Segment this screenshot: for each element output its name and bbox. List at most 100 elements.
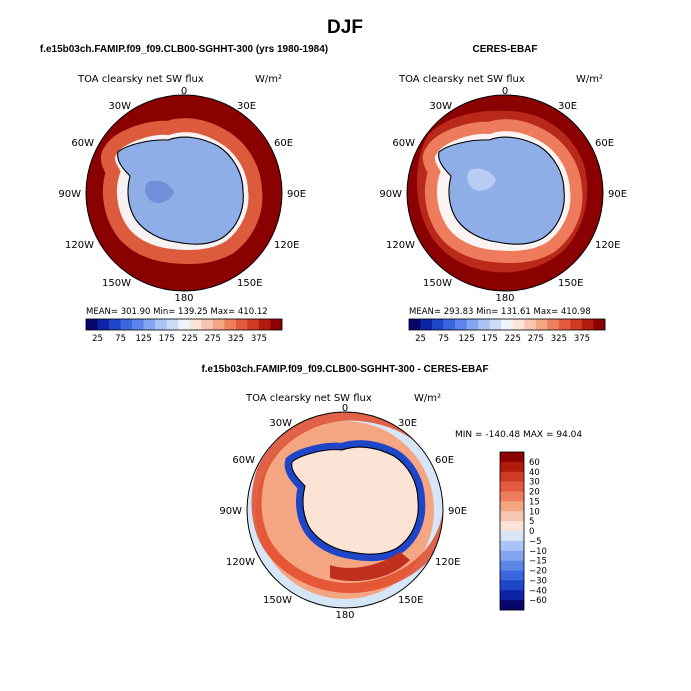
panel3-lon-label: 60W	[232, 455, 255, 466]
panel2-colorbar-swatch	[478, 319, 491, 330]
panel1-colorbar-swatch	[258, 319, 271, 330]
panel3-lon-label: 120E	[435, 557, 460, 568]
panel3-colorbar-swatch	[500, 452, 524, 463]
panel1-lon-label: 90W	[58, 189, 81, 200]
panel1-colorbar-swatch	[247, 319, 260, 330]
panel3-units-label: W/m²	[414, 393, 441, 404]
panel3-map: TOA clearsky net SW flux W/m² MIN = -140…	[219, 393, 582, 621]
panel1-colorbar-tick-label: 125	[136, 334, 152, 344]
panel3-title: f.e15b03ch.FAMIP.f09_f09.CLB00-SGHHT-300…	[201, 364, 488, 375]
panel3-colorbar-tick-label: 20	[529, 488, 540, 498]
panel2-colorbar-swatch	[558, 319, 571, 330]
panel1-lon-label: 30E	[237, 101, 256, 112]
panel2-colorbar-frame	[408, 318, 606, 331]
panel2-colorbar-swatch	[466, 319, 479, 330]
panel3-colorbar-swatch	[500, 521, 524, 532]
panel2-colorbar-tick-label: 325	[551, 334, 567, 344]
panel3-colorbar-frame	[499, 451, 525, 611]
panel2-colorbar-swatch	[432, 319, 444, 330]
panel1-lon-label: 120W	[65, 240, 94, 251]
panel1-colorbar: 25 75 125 175 225 275 325 375	[85, 318, 283, 344]
panel1-colorbar-tick-label: 175	[159, 334, 175, 344]
panel2-title: CERES-EBAF	[472, 44, 537, 55]
panel3-lon-label: 90E	[448, 506, 467, 517]
panel3-stats: MIN = -140.48 MAX = 94.04	[455, 430, 582, 440]
panel3-colorbar-swatch	[500, 481, 524, 492]
panel1-colorbar-swatch	[86, 319, 98, 330]
panel1-colorbar-swatch	[166, 319, 179, 330]
panel2-longitude-labels: 0 30E 60E 90E 120E 150E 180 150W 120W 90…	[379, 86, 627, 304]
panel1-colorbar-swatch	[120, 319, 133, 330]
panel1-colorbar-swatch	[212, 319, 225, 330]
panel3-colorbar-swatch	[500, 570, 524, 581]
panel3-colorbar-swatch	[500, 511, 524, 522]
panel1-units-label: W/m²	[255, 74, 282, 85]
panel1-lon-label: 60W	[71, 138, 94, 149]
panel3-map-border	[246, 411, 444, 609]
panel1-colorbar-swatch	[235, 319, 248, 330]
panel3-colorbar-tick-label: 10	[529, 507, 540, 517]
panel2-colorbar-tick-label: 225	[505, 334, 521, 344]
panel1-longitude-labels: 0 30E 60E 90E 120E 150E 180 150W 120W 90…	[58, 86, 306, 304]
panel3-antarctic-field	[291, 447, 419, 555]
panel1-lon-label: 60E	[274, 138, 293, 149]
panel2-colorbar-swatch	[455, 319, 467, 330]
panel3-colorbar-swatch	[500, 560, 524, 571]
panel2-colorbar-swatch	[570, 319, 583, 330]
panel2-colorbar-swatch	[581, 319, 594, 330]
panel2-colorbar-swatch	[512, 319, 525, 330]
panel2-lon-label: 60W	[392, 138, 415, 149]
panel3-lon-label: 180	[335, 610, 354, 621]
panel1-coastline	[117, 136, 244, 245]
panel2-lon-label: 30E	[558, 101, 577, 112]
panel1-map: TOA clearsky net SW flux W/m² 0 30E 60E …	[58, 74, 306, 344]
panel2-lon-label: 30W	[429, 101, 452, 112]
panel1-stats: MEAN= 301.90 Min= 139.25 Max= 410.12	[86, 307, 268, 317]
panel3-colorbar-tick-label: 15	[529, 497, 540, 507]
panel3-lon-label: 0	[342, 403, 348, 414]
panel2-lon-label: 150W	[423, 278, 452, 289]
panel2-colorbar-swatch	[420, 319, 433, 330]
panel1-colorbar-swatch	[224, 319, 237, 330]
panel2-lon-label: 60E	[595, 138, 614, 149]
figure-title: DJF	[327, 17, 363, 38]
panel2-colorbar-tick-label: 75	[438, 334, 449, 344]
panel3-colorbar-swatch	[500, 501, 524, 512]
panel2-lon-label: 90E	[608, 189, 627, 200]
panel1-colorbar-swatch	[109, 319, 121, 330]
panel1-colorbar-tick-label: 25	[92, 334, 103, 344]
panel1-colorbar-tick-label: 75	[115, 334, 126, 344]
panel1-colorbar-swatch	[97, 319, 110, 330]
panel2-units-label: W/m²	[576, 74, 603, 85]
panel1-lon-label: 150W	[102, 278, 131, 289]
panel2-colorbar-tick-label: 175	[482, 334, 498, 344]
panel3-colorbar-swatch	[500, 540, 524, 552]
panel3-colorbar-tick-label: −60	[529, 596, 547, 606]
panel2-colorbar-swatch	[535, 319, 548, 330]
panel2-colorbar-swatch	[524, 319, 537, 330]
panel2-colorbar-tick-label: 125	[459, 334, 475, 344]
panel3-colorbar-tick-label: −30	[529, 576, 547, 586]
panel2-antarctic-field	[438, 137, 565, 245]
panel1-lon-label: 30W	[108, 101, 131, 112]
panel2-lon-label: 180	[495, 293, 514, 304]
panel2-colorbar-swatch	[501, 319, 514, 330]
panel2-variable-label: TOA clearsky net SW flux	[398, 74, 525, 85]
panel1-variable-label: TOA clearsky net SW flux	[77, 74, 204, 85]
panel3-colorbar-swatch	[500, 580, 524, 591]
panel3-colorbar-tick-label: −20	[529, 567, 547, 577]
panel2-colorbar-swatch	[409, 319, 421, 330]
panel3-lon-label: 90W	[219, 506, 242, 517]
panel3-lon-label: 150W	[263, 595, 292, 606]
panel1-colorbar-swatch	[143, 319, 156, 330]
panel2-colorbar-swatch	[443, 319, 456, 330]
panel3-colorbar-tick-label: 40	[529, 468, 540, 478]
panel2-colorbar-swatch	[547, 319, 560, 330]
panel3-colorbar-swatch	[500, 550, 524, 561]
panel3-colorbar-tick-label: −10	[529, 547, 547, 557]
panel2-colorbar: 25 75 125 175 225 275 325 375	[408, 318, 606, 344]
panel1-colorbar-swatch	[155, 319, 168, 330]
